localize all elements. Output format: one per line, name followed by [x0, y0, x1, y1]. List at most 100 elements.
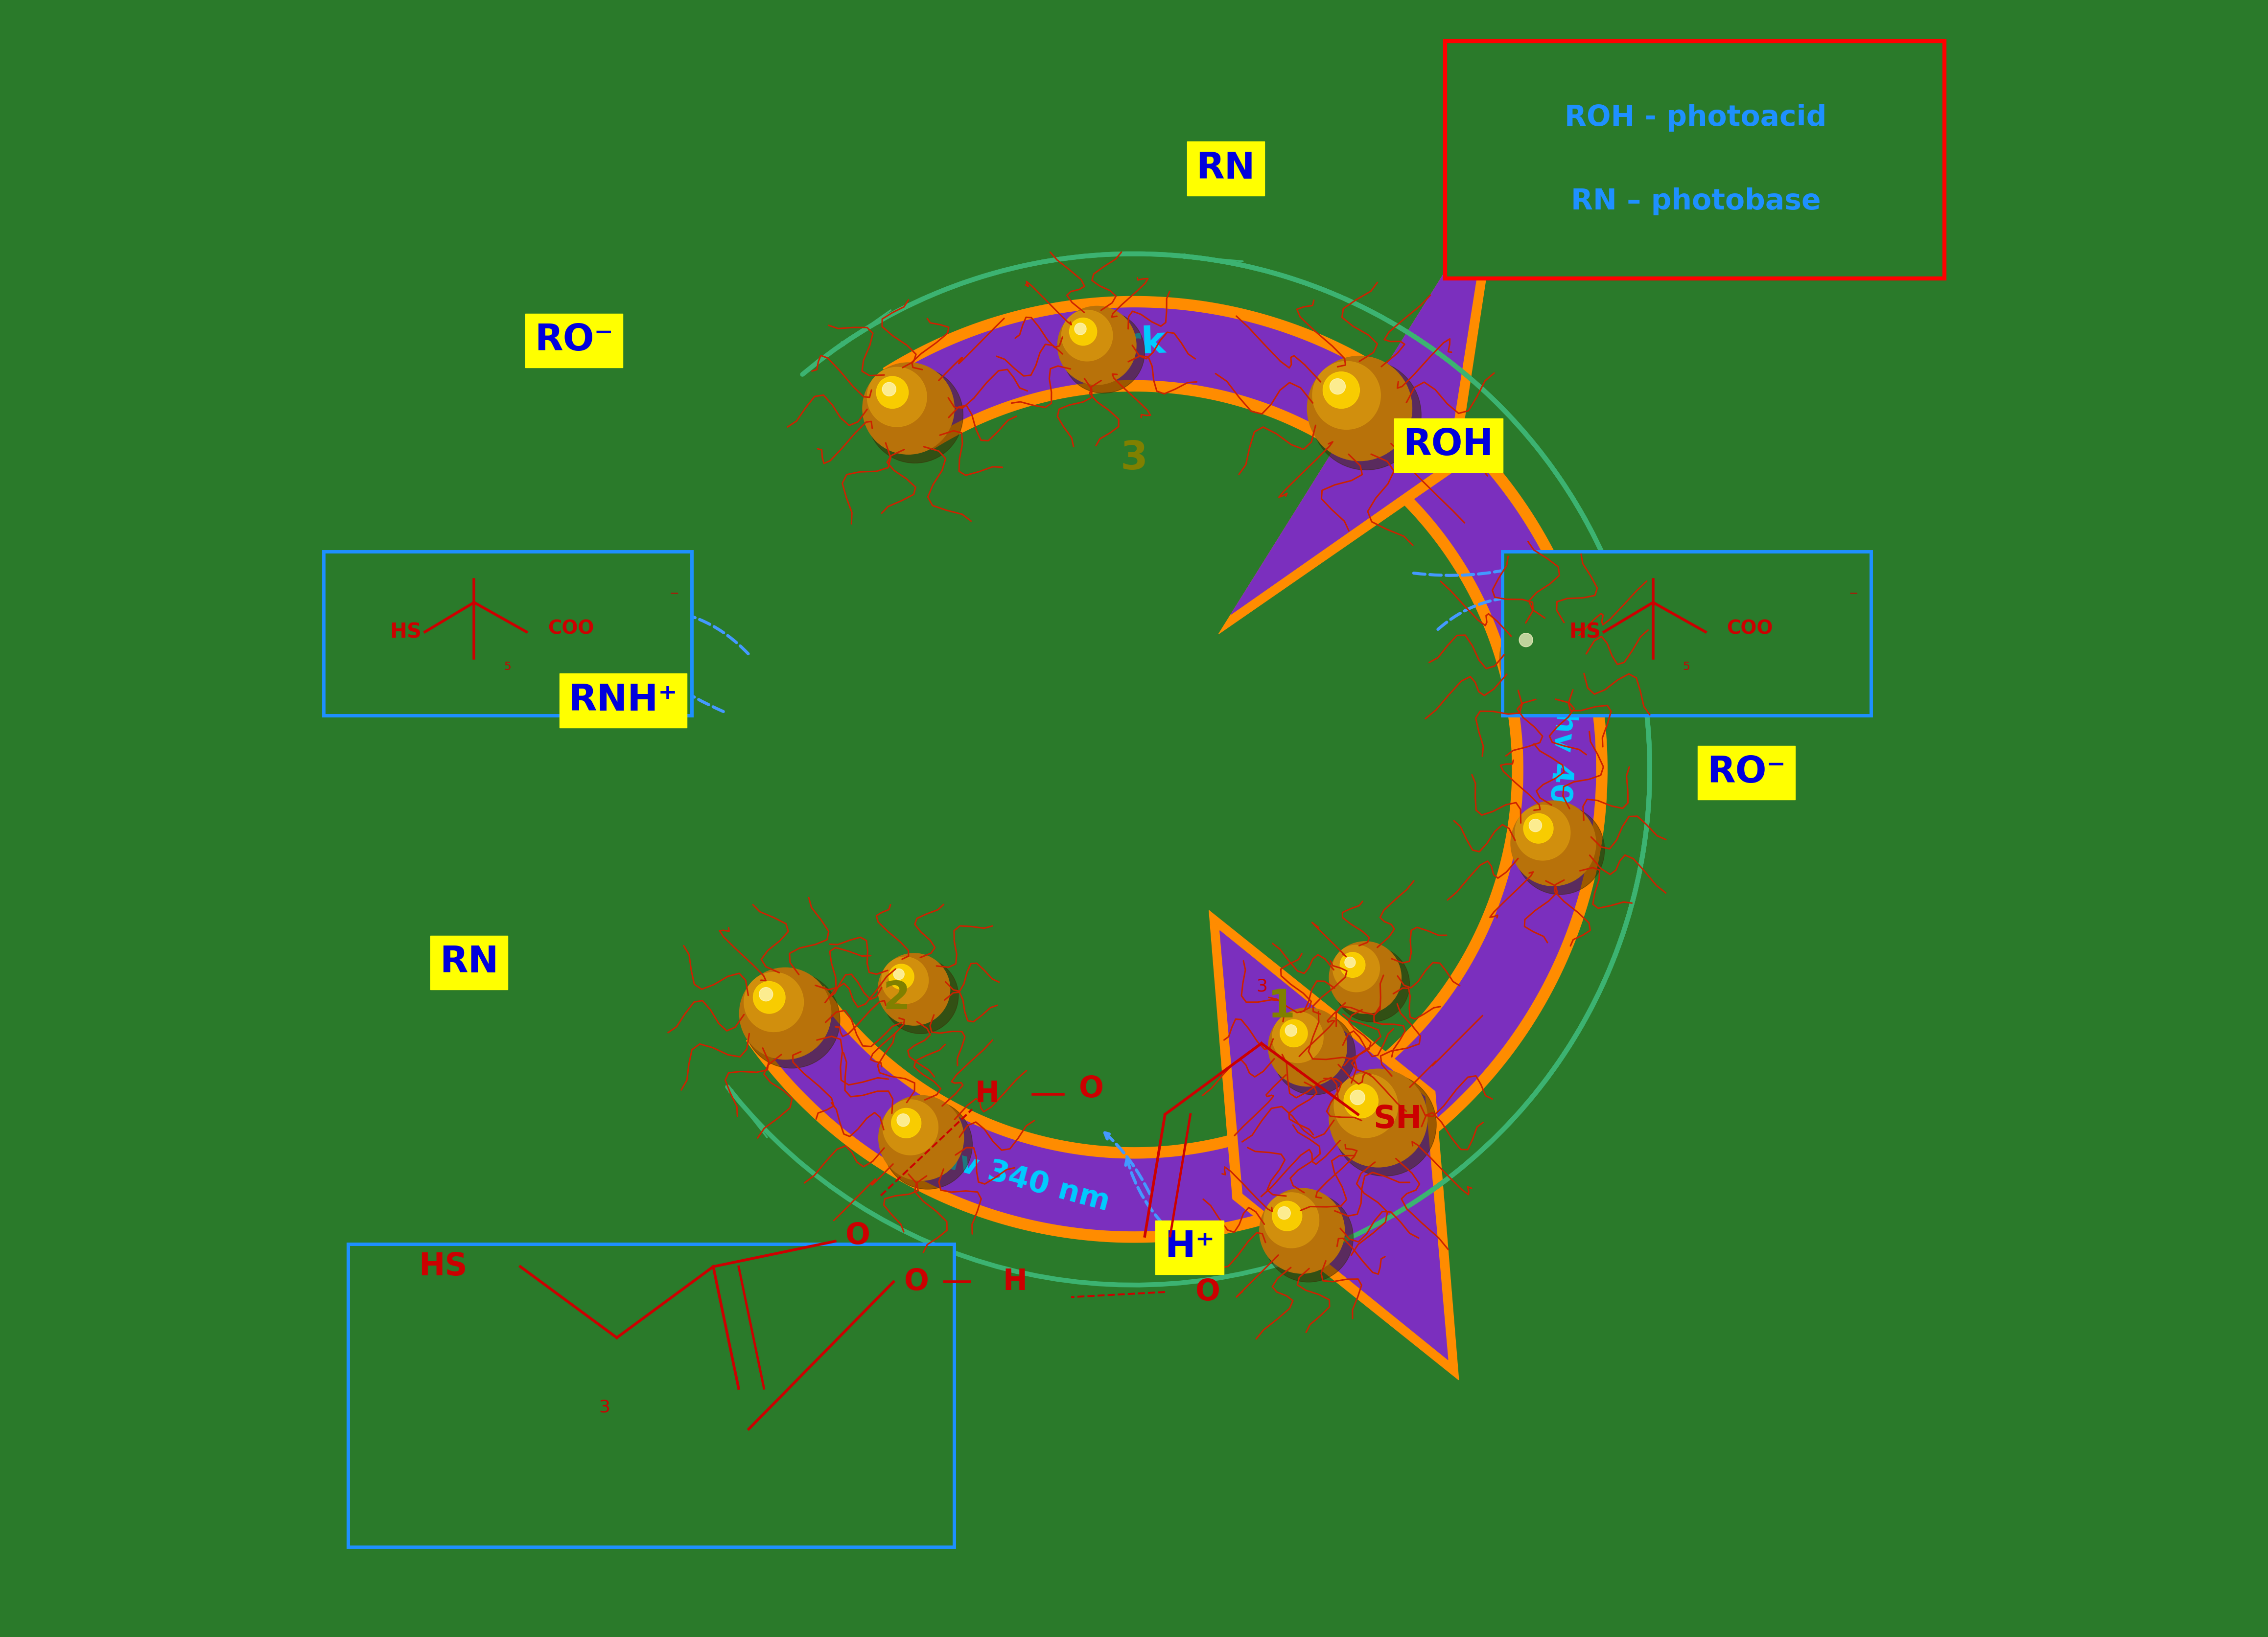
Circle shape	[1311, 360, 1422, 470]
Circle shape	[878, 1095, 964, 1180]
Text: $_5$: $_5$	[503, 655, 510, 671]
Polygon shape	[889, 308, 1379, 439]
Circle shape	[1272, 1012, 1322, 1062]
Text: $^-$: $^-$	[667, 589, 678, 606]
Circle shape	[878, 953, 950, 1025]
Polygon shape	[1232, 203, 1488, 614]
Text: RN: RN	[440, 945, 499, 981]
Text: ROH - photoacid: ROH - photoacid	[1565, 103, 1826, 133]
Text: O: O	[905, 1267, 930, 1297]
Polygon shape	[1209, 910, 1458, 1380]
Circle shape	[1268, 1008, 1347, 1087]
Text: O: O	[1080, 1074, 1105, 1103]
Text: H: H	[975, 1080, 1000, 1108]
Circle shape	[1329, 941, 1402, 1013]
Circle shape	[744, 972, 839, 1069]
Polygon shape	[1220, 931, 1447, 1360]
Text: RN: RN	[1195, 151, 1254, 187]
Circle shape	[1272, 1202, 1302, 1231]
Circle shape	[1070, 318, 1098, 345]
Circle shape	[1279, 1020, 1309, 1048]
Polygon shape	[1311, 368, 1608, 1187]
Circle shape	[739, 967, 830, 1059]
Circle shape	[1061, 311, 1145, 393]
Text: $_3$: $_3$	[599, 1390, 610, 1414]
Circle shape	[1340, 953, 1365, 977]
Circle shape	[894, 969, 905, 979]
FancyBboxPatch shape	[1501, 552, 1871, 715]
Text: RO⁻: RO⁻	[1708, 755, 1785, 791]
Circle shape	[1313, 362, 1381, 429]
Circle shape	[1061, 309, 1114, 362]
Circle shape	[1329, 378, 1345, 395]
Circle shape	[882, 958, 928, 1003]
FancyBboxPatch shape	[324, 552, 692, 715]
Circle shape	[1334, 945, 1379, 992]
Circle shape	[1334, 946, 1411, 1021]
Circle shape	[1329, 1069, 1427, 1167]
Circle shape	[1272, 1012, 1356, 1095]
Circle shape	[882, 1100, 973, 1188]
Circle shape	[744, 972, 803, 1031]
Circle shape	[1504, 619, 1563, 678]
FancyBboxPatch shape	[347, 1244, 955, 1547]
Text: H⁺: H⁺	[1166, 1229, 1216, 1265]
Circle shape	[1499, 614, 1592, 706]
Polygon shape	[1318, 378, 1597, 1177]
Text: COO: COO	[549, 619, 594, 638]
Circle shape	[1263, 1193, 1320, 1247]
Text: 2: 2	[882, 979, 909, 1018]
Text: ROH: ROH	[1404, 427, 1495, 463]
Circle shape	[882, 958, 959, 1033]
Circle shape	[1513, 627, 1545, 660]
Circle shape	[1345, 1084, 1379, 1118]
Polygon shape	[882, 296, 1386, 449]
Circle shape	[1515, 805, 1569, 861]
Text: 1: 1	[1268, 987, 1295, 1026]
Text: HS: HS	[390, 622, 422, 642]
Text: O: O	[846, 1221, 871, 1251]
Circle shape	[891, 1108, 921, 1138]
Text: RN – photobase: RN – photobase	[1572, 187, 1821, 216]
Text: O: O	[1195, 1277, 1220, 1306]
Text: hv 340 nm: hv 340 nm	[934, 1144, 1114, 1218]
Polygon shape	[1218, 183, 1501, 634]
Text: 3: 3	[1120, 439, 1148, 478]
Circle shape	[1263, 1193, 1354, 1282]
Circle shape	[1529, 818, 1542, 832]
Text: RO⁻: RO⁻	[535, 322, 612, 359]
Polygon shape	[1209, 910, 1458, 1380]
Circle shape	[882, 1100, 939, 1156]
Text: SH: SH	[1372, 1105, 1422, 1134]
Circle shape	[1504, 617, 1599, 714]
Circle shape	[1057, 306, 1136, 385]
Circle shape	[1334, 1072, 1436, 1175]
Circle shape	[1075, 322, 1086, 336]
Text: $_3$: $_3$	[1256, 969, 1268, 994]
Circle shape	[1306, 357, 1413, 462]
Circle shape	[889, 964, 914, 989]
Text: H: H	[1002, 1267, 1027, 1297]
Text: $_5$: $_5$	[1683, 655, 1690, 671]
Circle shape	[1510, 800, 1597, 886]
Circle shape	[862, 363, 955, 455]
Circle shape	[1259, 1188, 1345, 1274]
Circle shape	[866, 367, 964, 463]
Text: hv 405 nm: hv 405 nm	[1538, 710, 1579, 889]
Circle shape	[1345, 958, 1356, 967]
Circle shape	[1277, 1206, 1290, 1220]
Polygon shape	[755, 994, 1352, 1231]
Text: $^-$: $^-$	[1846, 589, 1857, 606]
Circle shape	[875, 377, 909, 409]
Circle shape	[1322, 372, 1359, 409]
Text: COO: COO	[1726, 619, 1774, 638]
Polygon shape	[746, 985, 1356, 1242]
Text: HS: HS	[1569, 622, 1601, 642]
Text: dark: dark	[1073, 324, 1166, 363]
Circle shape	[1334, 1074, 1397, 1138]
Circle shape	[1349, 1090, 1365, 1105]
Circle shape	[866, 367, 928, 427]
Text: RNH⁺: RNH⁺	[569, 683, 678, 719]
Text: HS: HS	[420, 1251, 467, 1282]
Circle shape	[1520, 634, 1533, 647]
